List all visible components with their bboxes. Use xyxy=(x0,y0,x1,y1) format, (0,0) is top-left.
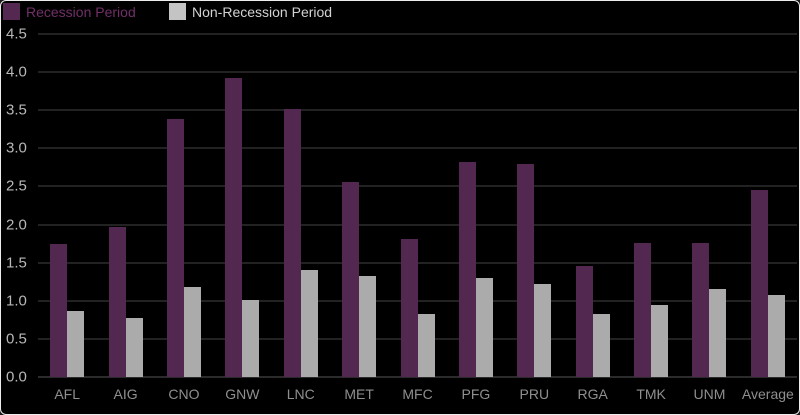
legend-label-recession: Recession Period xyxy=(26,3,136,20)
bar-recession-pru xyxy=(517,164,535,377)
bar-non-recession-pfg xyxy=(475,277,493,377)
bar-recession-pfg xyxy=(458,162,476,377)
gridline xyxy=(38,33,797,35)
x-tick-label-met: MET xyxy=(344,386,374,402)
bar-group-pru xyxy=(505,34,563,377)
bar-non-recession-tmk xyxy=(651,305,669,377)
x-tick-label-tmk: TMK xyxy=(636,386,666,402)
bar-recession-lnc xyxy=(283,108,301,377)
bar-recession-tmk xyxy=(634,242,652,377)
bar-group-average xyxy=(739,34,797,377)
x-tick-label-mfc: MFC xyxy=(402,386,433,402)
bar-group-lnc xyxy=(272,34,330,377)
y-tick-label: 3.0 xyxy=(6,139,27,157)
bar-non-recession-lnc xyxy=(300,269,318,377)
gridline xyxy=(38,71,797,73)
bar-group-met xyxy=(330,34,388,377)
x-tick-label-afl: AFL xyxy=(54,386,81,402)
y-tick-label: 1.0 xyxy=(6,292,27,310)
bar-group-tmk xyxy=(622,34,680,377)
bars-row xyxy=(38,34,797,377)
y-axis-labels: 0.0 0.5 1.0 1.5 2.0 2.5 3.0 3.5 4.0 4.5 xyxy=(6,27,36,385)
bar-non-recession-mfc xyxy=(417,313,435,377)
bar-group-gnw xyxy=(213,34,271,377)
bar-recession-cno xyxy=(166,119,184,377)
y-tick-label: 0.0 xyxy=(6,368,27,386)
x-tick-label-pfg: PFG xyxy=(461,386,491,402)
x-axis-labels: AFL AIG CNO GNW LNC MET MFC PFG PRU RGA TMK UNM Aver… xyxy=(38,386,797,406)
bar-recession-aig xyxy=(108,226,126,377)
bar-group-cno xyxy=(155,34,213,377)
bar-group-rga xyxy=(564,34,622,377)
y-tick-label: 0.5 xyxy=(6,330,27,348)
y-tick-label: 1.5 xyxy=(6,254,27,272)
bar-recession-average xyxy=(750,189,768,377)
gridline xyxy=(38,185,797,187)
bar-non-recession-unm xyxy=(709,288,727,377)
legend-item-non-recession: Non-Recession Period xyxy=(169,2,332,21)
bar-group-unm xyxy=(680,34,738,377)
gridline xyxy=(38,147,797,149)
bar-recession-met xyxy=(342,181,360,377)
x-tick-label-rga: RGA xyxy=(577,386,608,402)
bar-recession-unm xyxy=(692,242,710,377)
legend-swatch-non-recession xyxy=(169,3,186,20)
x-tick-label-average: Average xyxy=(741,386,794,402)
legend-swatch-recession xyxy=(3,3,20,20)
y-tick-label: 2.5 xyxy=(6,177,27,195)
bar-non-recession-cno xyxy=(183,287,201,377)
x-tick-label-pru: PRU xyxy=(519,386,550,402)
gridline xyxy=(38,224,797,226)
bar-non-recession-afl xyxy=(67,311,85,377)
legend-label-non-recession: Non-Recession Period xyxy=(192,3,333,20)
bar-non-recession-rga xyxy=(592,313,610,377)
bar-recession-mfc xyxy=(400,239,418,377)
y-tick-label: 2.0 xyxy=(6,216,27,234)
y-tick-label: 4.5 xyxy=(6,25,27,43)
bar-group-aig xyxy=(96,34,154,377)
bar-group-mfc xyxy=(388,34,446,377)
x-tick-label-gnw: GNW xyxy=(225,386,260,402)
axis-baseline xyxy=(38,376,797,378)
bar-non-recession-met xyxy=(359,275,377,377)
bar-group-pfg xyxy=(447,34,505,377)
x-tick-label-lnc: LNC xyxy=(286,386,315,402)
bar-non-recession-gnw xyxy=(242,300,260,377)
bar-non-recession-pru xyxy=(534,284,552,377)
y-tick-label: 3.5 xyxy=(6,101,27,119)
bar-recession-gnw xyxy=(225,78,243,377)
bar-recession-afl xyxy=(50,243,68,377)
x-tick-label-aig: AIG xyxy=(113,386,138,402)
legend-item-recession: Recession Period xyxy=(3,2,136,21)
gridline xyxy=(38,109,797,111)
x-tick-label-cno: CNO xyxy=(168,386,200,402)
bar-recession-rga xyxy=(575,265,593,377)
bar-non-recession-aig xyxy=(125,317,143,377)
bar-group-afl xyxy=(38,34,96,377)
bar-non-recession-average xyxy=(767,295,785,377)
x-tick-label-unm: UNM xyxy=(693,386,726,402)
y-tick-label: 4.0 xyxy=(6,63,27,81)
